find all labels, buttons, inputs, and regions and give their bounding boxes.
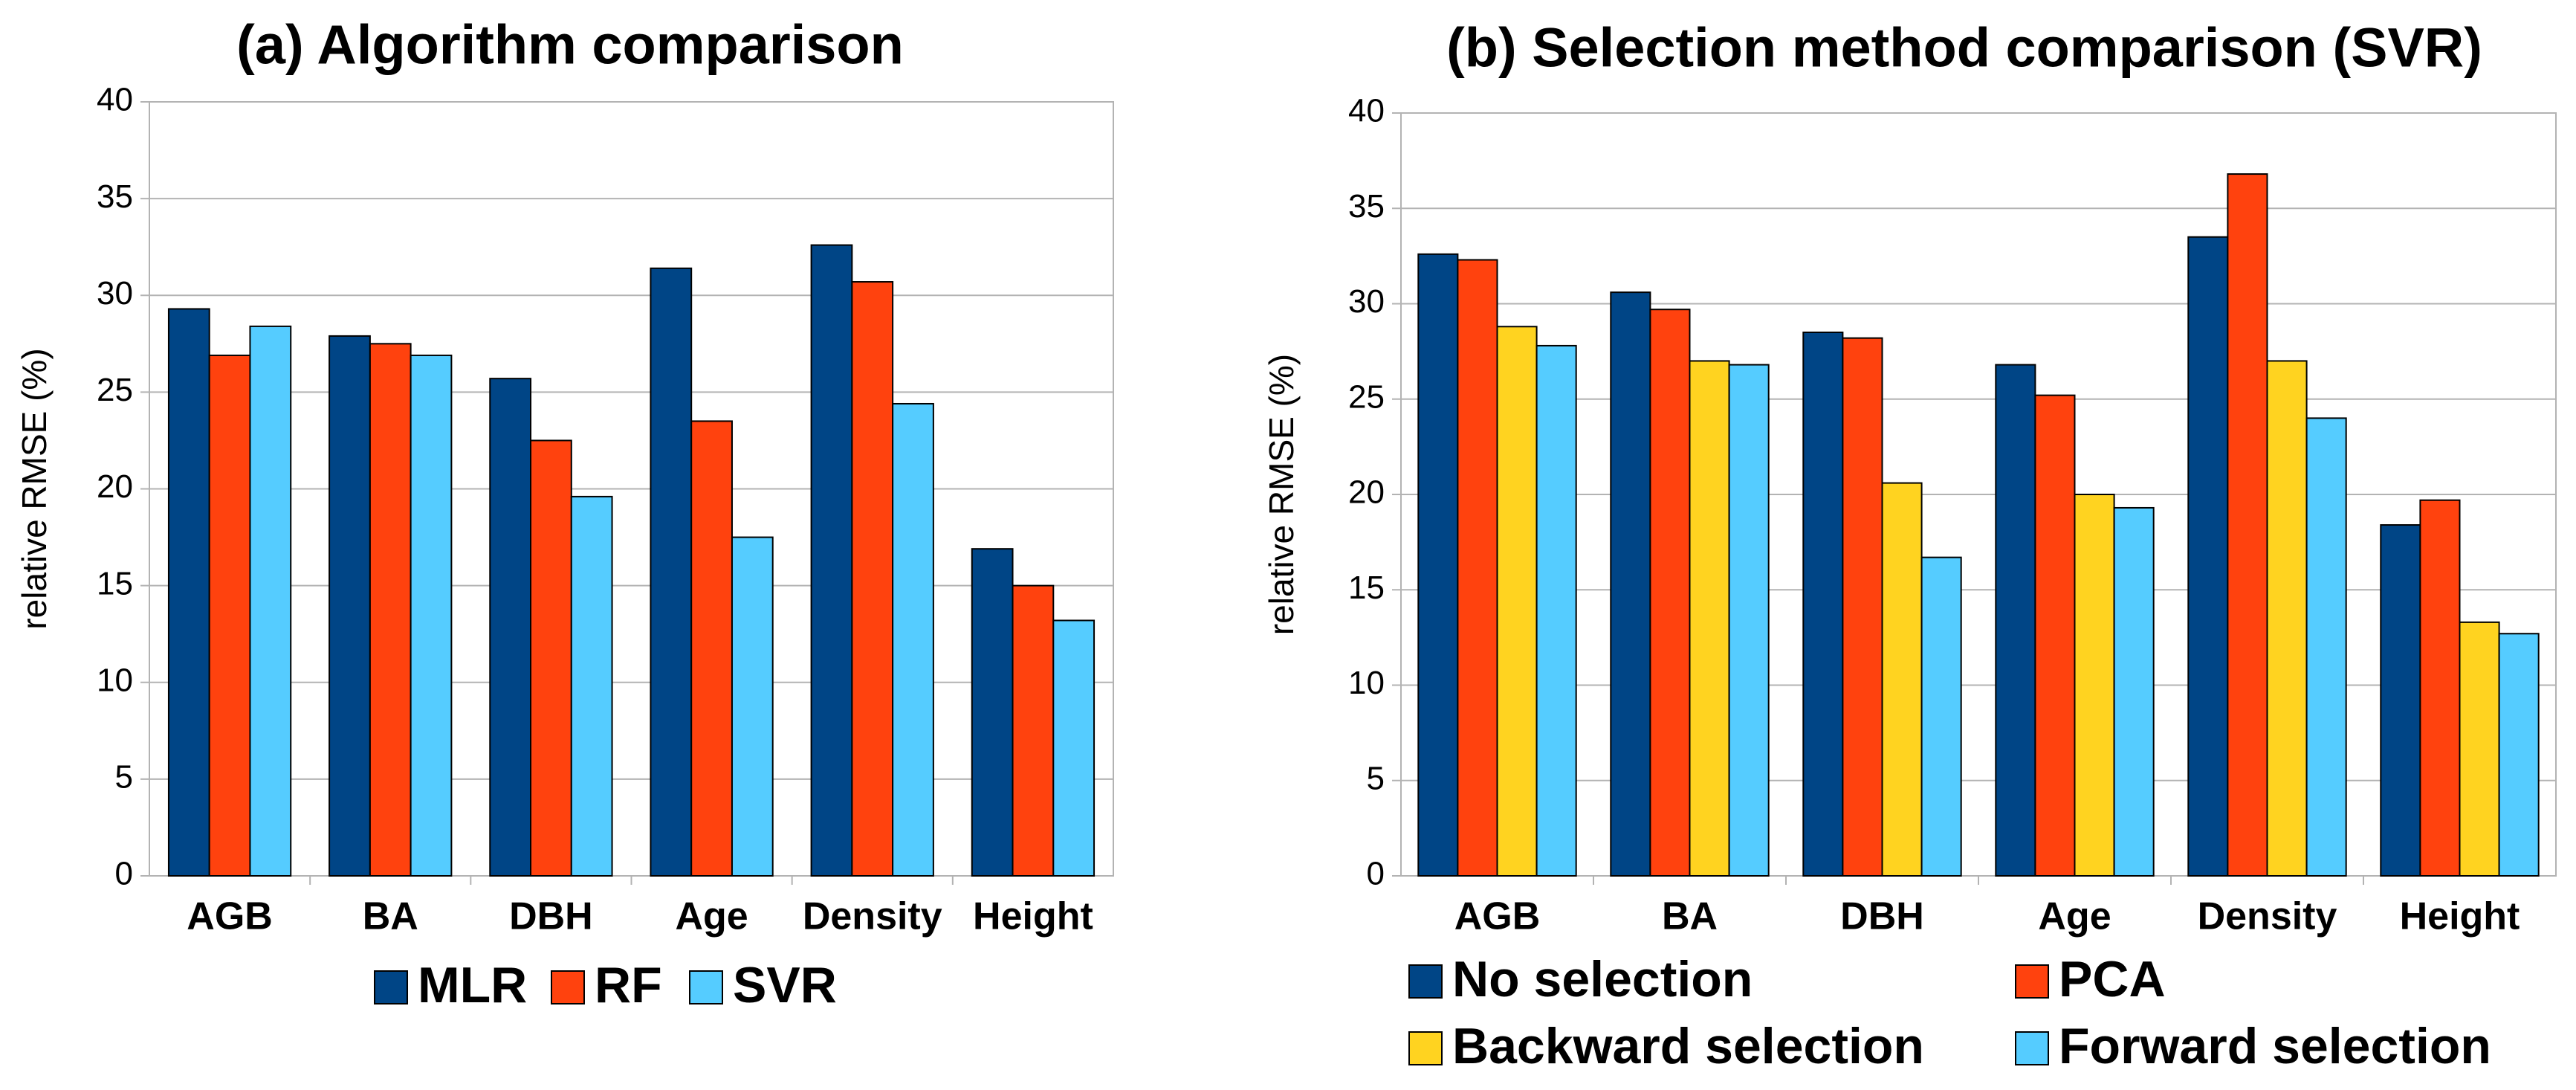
bar xyxy=(892,402,934,877)
y-tick-label: 30 xyxy=(1348,283,1385,320)
legend-label: RF xyxy=(595,957,662,1013)
bar xyxy=(1728,364,1770,877)
bar xyxy=(1802,331,1844,877)
bar xyxy=(2034,394,2076,877)
bar xyxy=(810,244,853,877)
y-tick-label: 5 xyxy=(115,759,133,796)
bar xyxy=(2498,633,2540,877)
y-tick-label: 35 xyxy=(1348,188,1385,225)
y-tick-label: 20 xyxy=(97,468,133,505)
bar xyxy=(1995,364,2036,877)
bar xyxy=(329,335,371,877)
bar xyxy=(1535,344,1577,877)
y-tick-label: 25 xyxy=(97,372,133,408)
y-tick-label: 40 xyxy=(97,82,133,118)
y-tick-label: 0 xyxy=(1367,856,1385,892)
bar xyxy=(1649,309,1691,877)
x-tick-label: DBH xyxy=(1840,895,1924,938)
legend-swatch xyxy=(551,970,585,1004)
legend-label: PCA xyxy=(2059,951,2166,1007)
bar xyxy=(530,439,572,877)
bar xyxy=(731,536,774,877)
bar xyxy=(1689,360,1730,877)
bar xyxy=(2305,417,2347,877)
bar xyxy=(1610,291,1651,877)
legend-label: SVR xyxy=(733,957,837,1013)
x-tick-label: Height xyxy=(2400,895,2520,938)
bar xyxy=(369,343,412,877)
bar xyxy=(2187,236,2229,877)
y-tick-label: 20 xyxy=(1348,474,1385,511)
bar xyxy=(570,495,613,877)
y-tick-label: 25 xyxy=(1348,378,1385,415)
bar xyxy=(1496,326,1538,877)
legend-swatch xyxy=(1408,1031,1443,1065)
y-tick-label: 30 xyxy=(97,275,133,312)
bar xyxy=(1842,337,1883,877)
legend-label: Backward selection xyxy=(1452,1018,1924,1074)
x-tick-label: DBH xyxy=(509,895,593,938)
bar xyxy=(1457,259,1498,877)
y-tick-label: 40 xyxy=(1348,93,1385,129)
bar xyxy=(690,420,733,877)
y-tick-label: 15 xyxy=(97,565,133,602)
bar xyxy=(208,354,251,877)
legend-label: No selection xyxy=(1452,951,1753,1007)
bar xyxy=(851,281,894,877)
bar xyxy=(2113,506,2155,877)
x-tick-label: Age xyxy=(675,895,748,938)
x-tick-label: AGB xyxy=(1454,895,1541,938)
bar xyxy=(2074,494,2115,877)
x-tick-label: AGB xyxy=(187,895,273,938)
x-tick-label: Age xyxy=(2038,895,2111,938)
bar xyxy=(650,267,693,877)
y-tick-label: 15 xyxy=(1348,570,1385,606)
chart-title: (a) Algorithm comparison xyxy=(236,14,904,76)
legend-swatch xyxy=(689,970,723,1004)
bar xyxy=(1417,253,1459,877)
bar xyxy=(2227,173,2268,877)
x-tick-label: Density xyxy=(2198,895,2337,938)
bar xyxy=(1920,556,1962,877)
x-tick-label: BA xyxy=(1662,895,1718,938)
bar xyxy=(971,548,1014,877)
legend-swatch xyxy=(2015,964,2049,999)
bar xyxy=(249,325,292,877)
bar xyxy=(1881,482,1923,877)
legend-swatch xyxy=(1408,964,1443,999)
y-axis-label: relative RMSE (%) xyxy=(15,348,54,629)
legend-swatch xyxy=(374,970,408,1004)
x-tick-label: Density xyxy=(803,895,942,938)
y-tick-label: 0 xyxy=(115,856,133,892)
chart-title: (b) Selection method comparison (SVR) xyxy=(1446,17,2482,79)
legend-swatch xyxy=(2015,1031,2049,1065)
x-tick-label: Height xyxy=(973,895,1093,938)
bar xyxy=(2459,621,2500,877)
y-tick-label: 10 xyxy=(97,662,133,698)
bar xyxy=(2266,360,2308,877)
bar xyxy=(1052,619,1096,877)
x-tick-label: BA xyxy=(363,895,418,938)
y-axis-label: relative RMSE (%) xyxy=(1262,354,1301,635)
bar xyxy=(2419,499,2461,877)
bar xyxy=(489,378,532,877)
bar xyxy=(1012,584,1055,877)
y-tick-label: 35 xyxy=(97,178,133,215)
bar xyxy=(2380,524,2421,877)
legend-label: MLR xyxy=(418,957,527,1013)
bar xyxy=(410,354,453,877)
y-tick-label: 5 xyxy=(1367,760,1385,796)
y-tick-label: 10 xyxy=(1348,665,1385,701)
bar xyxy=(167,308,210,877)
legend-label: Forward selection xyxy=(2059,1018,2491,1074)
